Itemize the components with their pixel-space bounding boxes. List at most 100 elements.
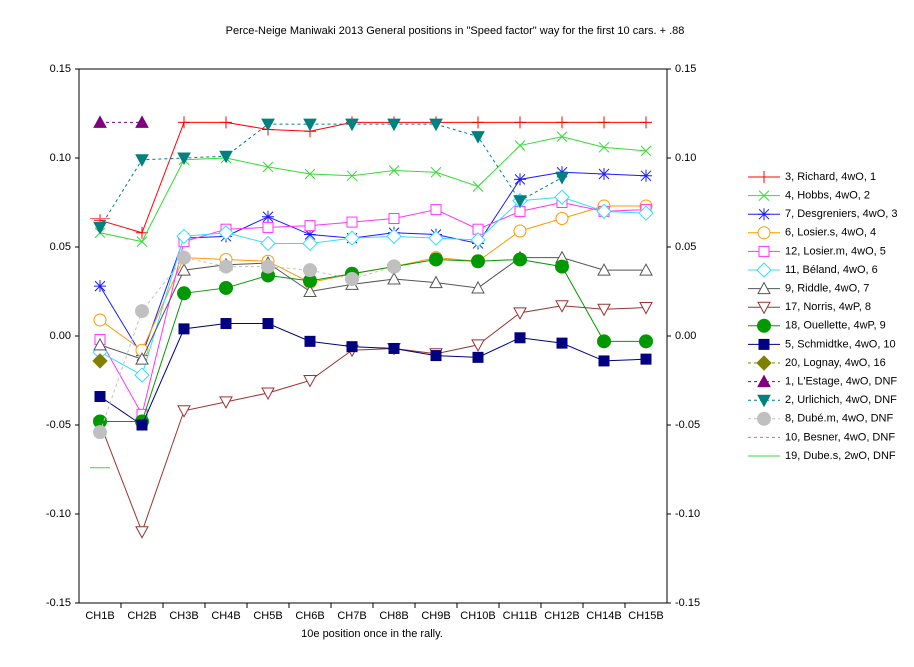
- data-point: [92, 353, 108, 369]
- data-point: [136, 236, 148, 248]
- data-point: [514, 332, 526, 344]
- data-point: [176, 228, 192, 245]
- legend-marker: [756, 355, 772, 371]
- data-point: [388, 213, 400, 225]
- legend-label: 10, Besner, 4wO, DNF: [785, 431, 895, 443]
- legend-marker: [757, 226, 771, 240]
- data-point: [220, 116, 232, 129]
- y-tick-label: 0.00: [50, 330, 71, 342]
- data-point: [262, 318, 274, 330]
- series-line: [99, 201, 647, 416]
- x-tick-label: CH12B: [544, 610, 579, 622]
- data-point: [513, 307, 527, 320]
- data-point: [345, 272, 359, 287]
- data-point: [638, 205, 654, 221]
- data-point: [135, 352, 149, 365]
- data-point: [261, 118, 275, 132]
- data-point: [556, 337, 568, 349]
- legend-label: 5, Schmidtke, 4wO, 10: [785, 338, 896, 350]
- data-point: [640, 353, 652, 365]
- data-point: [639, 334, 653, 349]
- data-point: [513, 224, 527, 238]
- legend-label: 4, Hobbs, 4wO, 2: [785, 190, 870, 202]
- legend-label: 7, Desgreniers, 4wO, 3: [785, 208, 898, 220]
- data-point: [303, 284, 317, 297]
- y2-tick-label: 0.00: [675, 330, 696, 342]
- legend-marker: [757, 281, 771, 295]
- legend-marker: [757, 411, 771, 426]
- data-point: [513, 252, 527, 267]
- y-tick-label: 0.15: [50, 63, 71, 75]
- y2-tick-label: 0.15: [675, 63, 696, 75]
- data-point: [261, 259, 275, 274]
- data-point: [304, 228, 316, 241]
- data-point: [471, 339, 485, 352]
- legend-marker: [757, 318, 771, 333]
- data-point: [471, 254, 485, 269]
- data-point: [514, 173, 526, 186]
- data-point: [388, 165, 400, 176]
- data-point: [178, 323, 190, 335]
- x-tick-label: CH7B: [337, 610, 366, 622]
- data-point: [219, 280, 233, 295]
- data-point: [555, 300, 569, 313]
- data-point: [471, 131, 485, 144]
- data-point: [219, 259, 233, 274]
- x-tick-label: CH4B: [211, 610, 240, 622]
- data-point: [177, 263, 191, 276]
- data-point: [597, 334, 611, 349]
- data-point: [344, 230, 360, 246]
- data-point: [219, 150, 233, 164]
- series-line: [99, 136, 647, 243]
- x-tick-label: CH9B: [421, 610, 450, 622]
- legend-marker: [758, 190, 770, 201]
- data-point: [640, 169, 652, 182]
- data-point: [177, 405, 191, 418]
- data-point: [304, 335, 316, 347]
- series-line: [99, 123, 563, 228]
- data-point: [429, 118, 443, 132]
- data-point: [93, 337, 107, 351]
- data-point: [262, 161, 274, 173]
- y-tick-label: -0.15: [46, 597, 71, 609]
- series-line: [99, 323, 647, 426]
- data-point: [135, 154, 149, 167]
- data-point: [513, 195, 527, 208]
- series-line: [99, 171, 647, 357]
- legend-marker: [758, 338, 770, 350]
- data-point: [177, 250, 191, 265]
- legend-label: 18, Ouellette, 4wP, 9: [785, 320, 886, 332]
- legend-label: 2, Urlichich, 4wO, DNF: [785, 394, 897, 406]
- y2-tick-label: 0.05: [675, 241, 696, 253]
- data-point: [303, 118, 317, 132]
- data-point: [639, 263, 653, 276]
- y-tick-label: 0.05: [50, 241, 71, 253]
- data-point: [596, 203, 612, 220]
- data-point: [93, 313, 107, 327]
- x-tick-label: CH5B: [253, 610, 282, 622]
- legend-label: 6, Losier.s, 4wO, 4: [785, 227, 876, 239]
- data-point: [94, 391, 106, 403]
- data-point: [260, 235, 276, 252]
- y2-tick-label: -0.10: [675, 508, 700, 520]
- y-tick-label: -0.10: [46, 508, 71, 520]
- data-point: [262, 210, 274, 223]
- data-point: [428, 230, 444, 246]
- legend-label: 11, Béland, 4wO, 6: [785, 264, 878, 276]
- data-point: [598, 355, 610, 367]
- data-point: [93, 221, 107, 235]
- legend-label: 1, L'Estage, 4wO, DNF: [785, 376, 897, 388]
- x-tick-label: CH8B: [379, 610, 408, 622]
- legend-marker: [757, 394, 771, 408]
- data-point: [135, 115, 149, 128]
- data-point: [598, 141, 610, 153]
- data-point: [387, 271, 401, 285]
- data-point: [261, 387, 275, 401]
- data-point: [472, 351, 484, 363]
- series-line: [99, 257, 395, 433]
- data-point: [135, 304, 149, 319]
- data-point: [471, 280, 485, 294]
- data-point: [555, 212, 569, 226]
- data-point: [219, 396, 233, 409]
